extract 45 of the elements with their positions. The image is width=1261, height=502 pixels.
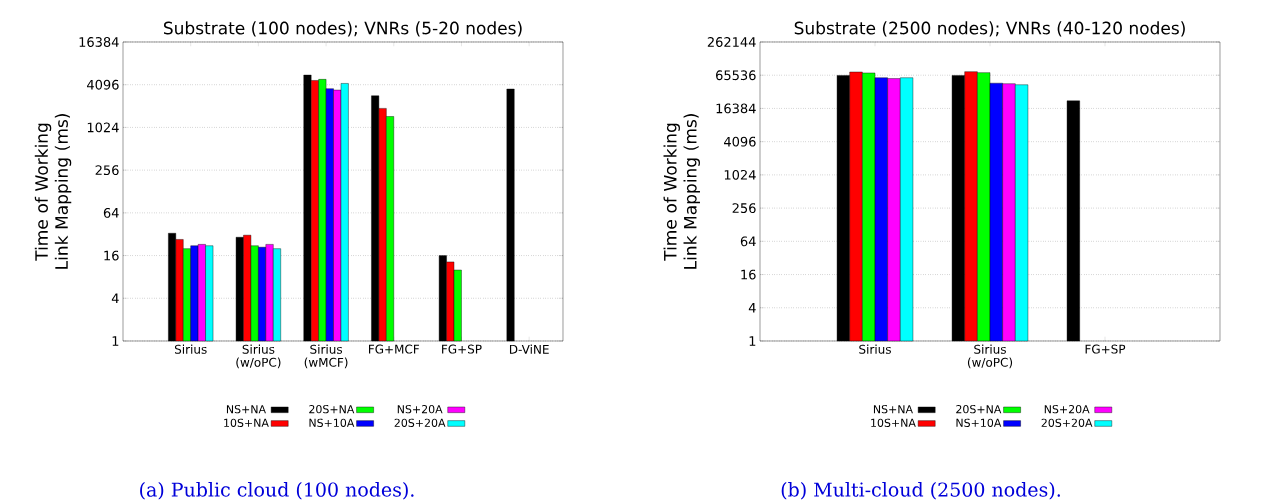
- legend-label: NS+NA: [226, 405, 266, 414]
- y-tick-label: 262144: [707, 37, 756, 47]
- x-tick-label: FG+SP: [1085, 344, 1126, 354]
- legend-label: NS+NA: [873, 405, 913, 414]
- y-axis-title: Time of Working Link Mapping (ms): [34, 114, 72, 269]
- y-tick-label: 1: [749, 336, 756, 346]
- x-tick-label: Sirius: [174, 344, 207, 354]
- legend-label: 20S+NA: [956, 405, 1002, 414]
- y-tick-label: 4096: [87, 79, 119, 90]
- y-tick-label: 4: [748, 303, 756, 313]
- y-axis-title: Time of Working Link Mapping (ms): [663, 114, 700, 269]
- x-tick-label: Sirius (w/oPC): [236, 344, 281, 369]
- legend-label: NS+20A: [397, 405, 443, 414]
- y-tick-label: 256: [732, 203, 756, 214]
- legend-label: NS+10A: [956, 418, 1002, 427]
- y-tick-label: 64: [740, 236, 756, 247]
- legend-label: 10S+NA: [224, 418, 269, 427]
- x-tick-label: Sirius (wMCF): [304, 344, 348, 369]
- y-tick-label: 16: [741, 269, 756, 280]
- x-tick-label: D-ViNE: [509, 344, 549, 354]
- y-tick-label: 256: [95, 165, 119, 176]
- y-tick-label: 64: [103, 207, 119, 218]
- legend-label: 20S+NA: [309, 405, 355, 414]
- x-tick-label: Sirius: [859, 344, 891, 354]
- text: (a) Public cloud (100 nodes).: [140, 482, 414, 500]
- legend-label: NS+20A: [1044, 405, 1090, 414]
- y-tick-label: 16384: [79, 37, 119, 47]
- y-tick-label: 4: [111, 293, 119, 304]
- chart-title: Substrate (2500 nodes); VNRs (40-120 nodes): [794, 21, 1185, 37]
- y-tick-label: 16384: [716, 103, 756, 114]
- chart-title: Substrate (100 nodes); VNRs (5-20 nodes): [163, 21, 522, 37]
- y-tick-label: 65536: [716, 70, 756, 81]
- y-tick-label: 1: [112, 336, 119, 346]
- y-tick-label: 1024: [87, 122, 119, 133]
- x-tick-label: FG+SP: [442, 344, 482, 354]
- legend-label: 20S+20A: [1041, 418, 1093, 427]
- y-tick-label: 16: [104, 250, 119, 261]
- y-tick-label: 1024: [724, 169, 756, 180]
- text: (b) Multi-cloud (2500 nodes).: [781, 482, 1060, 500]
- legend-label: 10S+NA: [871, 418, 916, 427]
- x-tick-label: FG+MCF: [369, 344, 420, 354]
- x-tick-label: Sirius (w/oPC): [967, 344, 1013, 369]
- legend-label: NS+10A: [309, 418, 355, 427]
- legend-label: 20S+20A: [394, 418, 446, 427]
- y-tick-label: 4096: [724, 136, 756, 147]
